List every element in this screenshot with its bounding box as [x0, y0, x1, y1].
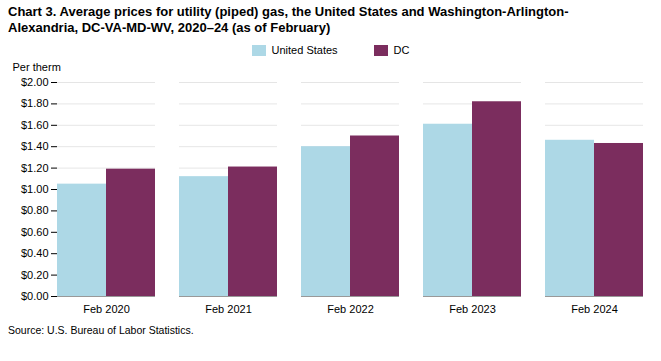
html-text:DC: DC — [393, 44, 410, 56]
svg-text:$1.80: $1.80 — [21, 97, 49, 109]
svg-text:Feb 2024: Feb 2024 — [571, 303, 617, 315]
svg-text:$2.00: $2.00 — [21, 76, 49, 88]
svg-text:$1.00: $1.00 — [21, 183, 49, 195]
svg-text:Per therm: Per therm — [13, 61, 61, 73]
svg-text:Feb 2022: Feb 2022 — [327, 303, 373, 315]
svg-text:$0.20: $0.20 — [21, 269, 49, 281]
svg-text:$1.20: $1.20 — [21, 162, 49, 174]
svg-text:Feb 2020: Feb 2020 — [83, 303, 129, 315]
svg-text:$0.80: $0.80 — [21, 204, 49, 216]
svg-text:Feb 2021: Feb 2021 — [205, 303, 251, 315]
html-text:Source: U.S. Bureau of Labor S: Source: U.S. Bureau of Labor Statistics. — [8, 324, 194, 336]
svg-text:$0.00: $0.00 — [21, 290, 49, 302]
svg-text:$0.60: $0.60 — [21, 226, 49, 238]
svg-text:Feb 2023: Feb 2023 — [449, 303, 495, 315]
svg-text:$1.40: $1.40 — [21, 140, 49, 152]
svg-text:$1.60: $1.60 — [21, 119, 49, 131]
svg-text:$0.40: $0.40 — [21, 247, 49, 259]
html-text:Chart 3. Average prices for ut: Chart 3. Average prices for utility (pip… — [8, 4, 569, 35]
html-text:United States: United States — [271, 44, 338, 56]
